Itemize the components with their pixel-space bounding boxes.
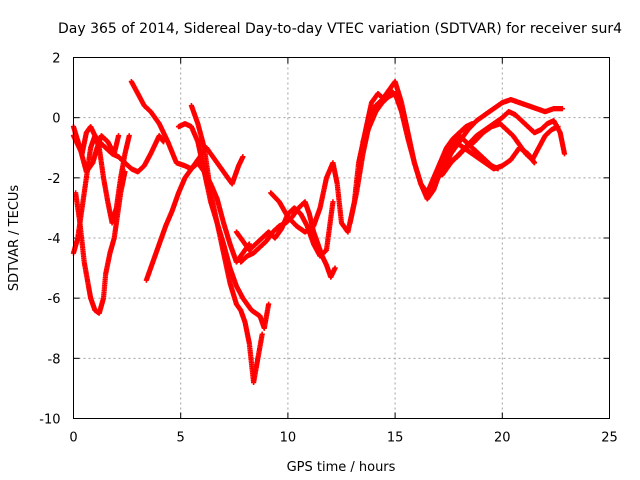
chart-title: Day 365 of 2014, Sidereal Day-to-day VTE… — [58, 21, 622, 37]
series-track-17 — [456, 142, 538, 172]
x-axis-label: GPS time / hours — [287, 460, 396, 475]
data-point — [259, 331, 265, 337]
data-point — [115, 133, 122, 139]
x-tick-label: 5 — [177, 431, 185, 446]
plot-frame — [73, 57, 610, 419]
x-tick-label: 0 — [69, 431, 77, 446]
y-tick-label: 0 — [52, 112, 60, 127]
y-tick-label: -6 — [48, 292, 61, 307]
series-track-4 — [73, 169, 128, 316]
data-point — [531, 160, 538, 166]
y-tick-label: -8 — [48, 352, 61, 367]
data-point — [240, 154, 246, 160]
x-tick-label: 20 — [494, 431, 511, 446]
series-track-2 — [70, 124, 122, 175]
y-tick-label: 2 — [52, 52, 60, 67]
y-tick-label: -2 — [48, 172, 61, 187]
y-tick-label: -10 — [39, 413, 60, 428]
data-point — [122, 169, 128, 175]
series-track-3 — [70, 133, 132, 256]
y-axis-label: SDTVAR / TECUs — [7, 185, 22, 292]
data-point — [561, 151, 568, 157]
data-marks — [70, 78, 568, 385]
data-point — [330, 199, 336, 205]
data-point — [126, 133, 132, 139]
data-point — [555, 124, 561, 130]
x-tick-label: 10 — [280, 431, 297, 446]
x-tick-label: 15 — [387, 431, 404, 446]
data-point — [332, 265, 338, 271]
data-point — [559, 106, 565, 112]
data-point — [266, 301, 272, 307]
y-tick-label: -4 — [48, 232, 61, 247]
grid — [73, 57, 610, 419]
series-track-5 — [128, 78, 246, 187]
x-tick-label: 25 — [601, 431, 618, 446]
series-track-8 — [188, 103, 265, 385]
